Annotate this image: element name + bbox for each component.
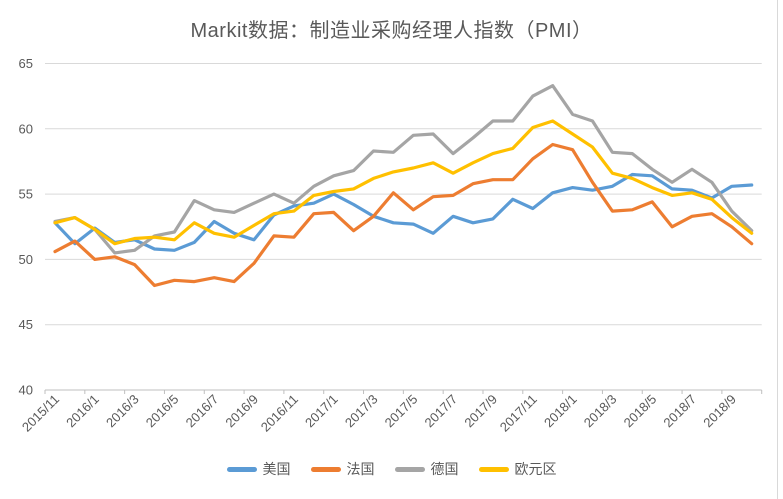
- legend-swatch-germany: [394, 466, 425, 472]
- legend-label-us: 美国: [262, 461, 291, 477]
- legend-label-france: 法国: [346, 461, 375, 477]
- legend-item-us: 美国: [226, 459, 291, 479]
- series-line-德国: [53, 84, 754, 255]
- series-line-法国: [53, 142, 754, 288]
- x-tick-label: 2018/7: [660, 392, 699, 431]
- x-tick-label: 2017/5: [382, 392, 421, 431]
- y-tick-label: 50: [19, 252, 33, 267]
- legend-swatch-france: [310, 466, 341, 472]
- x-tick-label: 2016/9: [222, 392, 261, 431]
- x-tick-label: 2016/1: [63, 392, 102, 431]
- x-tick-label: 2018/1: [541, 392, 580, 431]
- legend-label-eurozone: 欧元区: [514, 461, 557, 477]
- legend-item-germany: 德国: [394, 459, 459, 479]
- y-tick-label: 65: [19, 56, 33, 71]
- legend-swatch-us: [226, 466, 257, 472]
- x-tick-label: 2016/7: [183, 392, 222, 431]
- x-tick-label: 2017/9: [461, 392, 500, 431]
- y-tick-label: 45: [19, 317, 33, 332]
- x-tick-label: 2017/3: [342, 392, 381, 431]
- legend-swatch-eurozone: [478, 466, 509, 472]
- x-tick-label: 2016/5: [143, 392, 182, 431]
- x-tick-label: 2015/11: [19, 392, 62, 435]
- legend-label-germany: 德国: [430, 461, 459, 477]
- x-tick-label: 2018/5: [621, 392, 660, 431]
- y-tick-label: 55: [19, 187, 33, 202]
- series-line-美国: [53, 172, 754, 252]
- x-tick-label: 2017/1: [302, 392, 341, 431]
- y-tick-label: 40: [19, 383, 33, 398]
- legend-item-eurozone: 欧元区: [478, 459, 557, 479]
- x-tick-label: 2017/7: [422, 392, 461, 431]
- chart-title: Markit数据：制造业采购经理人指数（PMI）: [190, 20, 593, 42]
- x-tick-label: 2016/3: [103, 392, 142, 431]
- legend: 美国 法国 德国 欧元区: [0, 459, 783, 479]
- y-tick-label: 60: [19, 121, 33, 136]
- x-tick-label: 2017/11: [497, 392, 540, 435]
- series-line-欧元区: [53, 119, 754, 246]
- x-tick-label: 2018/3: [581, 392, 620, 431]
- legend-item-france: 法国: [310, 459, 375, 479]
- x-tick-label: 2016/11: [258, 392, 301, 435]
- x-tick-label: 2018/9: [700, 392, 739, 431]
